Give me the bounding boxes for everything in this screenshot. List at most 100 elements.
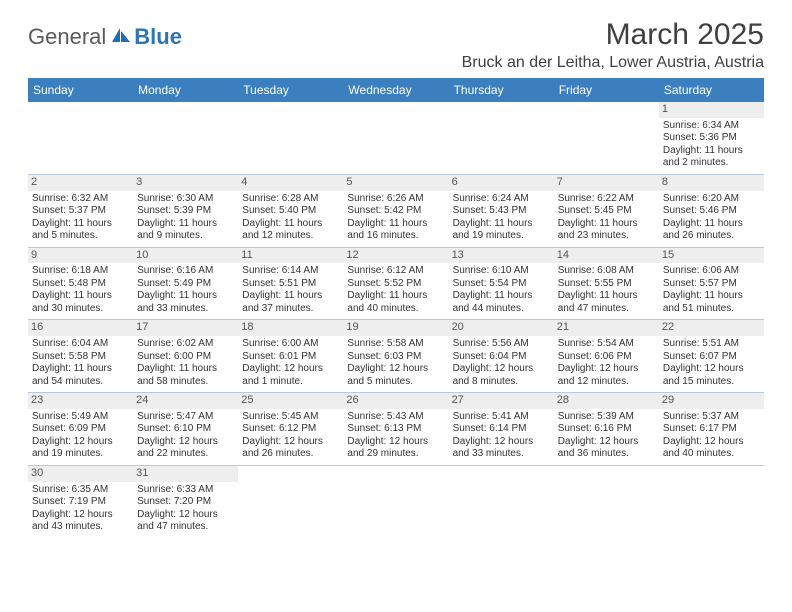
sunset-text: Sunset: 6:16 PM (558, 423, 656, 436)
daylight-text: Daylight: 12 hours and 43 minutes. (32, 509, 130, 534)
calendar-day: 18Sunrise: 6:00 AMSunset: 6:01 PMDayligh… (238, 320, 343, 392)
sunrise-text: Sunrise: 6:35 AM (32, 484, 130, 497)
calendar-week: 9Sunrise: 6:18 AMSunset: 5:48 PMDaylight… (28, 247, 764, 320)
calendar-page: General Blue March 2025 Bruck an der Lei… (0, 0, 792, 548)
daylight-text: Daylight: 12 hours and 5 minutes. (347, 363, 445, 388)
calendar-day: 31Sunrise: 6:33 AMSunset: 7:20 PMDayligh… (133, 466, 238, 538)
sunrise-text: Sunrise: 5:49 AM (32, 411, 130, 424)
daylight-text: Daylight: 11 hours and 44 minutes. (453, 290, 551, 315)
calendar-day: 15Sunrise: 6:06 AMSunset: 5:57 PMDayligh… (659, 248, 764, 320)
daylight-text: Daylight: 12 hours and 22 minutes. (137, 436, 235, 461)
sunset-text: Sunset: 6:01 PM (242, 351, 340, 364)
daylight-text: Daylight: 11 hours and 26 minutes. (663, 218, 761, 243)
calendar-day: 26Sunrise: 5:43 AMSunset: 6:13 PMDayligh… (343, 393, 448, 465)
sunrise-text: Sunrise: 6:33 AM (137, 484, 235, 497)
sunset-text: Sunset: 6:10 PM (137, 423, 235, 436)
sunset-text: Sunset: 6:12 PM (242, 423, 340, 436)
day-info: Sunrise: 6:16 AMSunset: 5:49 PMDaylight:… (137, 265, 235, 315)
daylight-text: Daylight: 11 hours and 16 minutes. (347, 218, 445, 243)
sunset-text: Sunset: 5:49 PM (137, 278, 235, 291)
calendar-day: 17Sunrise: 6:02 AMSunset: 6:00 PMDayligh… (133, 320, 238, 392)
calendar-day: 20Sunrise: 5:56 AMSunset: 6:04 PMDayligh… (449, 320, 554, 392)
daylight-text: Daylight: 12 hours and 12 minutes. (558, 363, 656, 388)
sunset-text: Sunset: 5:57 PM (663, 278, 761, 291)
calendar-day: 6Sunrise: 6:24 AMSunset: 5:43 PMDaylight… (449, 175, 554, 247)
day-number: 19 (343, 320, 448, 336)
daylight-text: Daylight: 12 hours and 47 minutes. (137, 509, 235, 534)
day-info: Sunrise: 6:20 AMSunset: 5:46 PMDaylight:… (663, 193, 761, 243)
day-number: 7 (554, 175, 659, 191)
daylight-text: Daylight: 11 hours and 40 minutes. (347, 290, 445, 315)
daylight-text: Daylight: 12 hours and 36 minutes. (558, 436, 656, 461)
sunset-text: Sunset: 5:40 PM (242, 205, 340, 218)
day-info: Sunrise: 5:39 AMSunset: 6:16 PMDaylight:… (558, 411, 656, 461)
sunset-text: Sunset: 5:55 PM (558, 278, 656, 291)
daylight-text: Daylight: 12 hours and 8 minutes. (453, 363, 551, 388)
sunrise-text: Sunrise: 5:56 AM (453, 338, 551, 351)
day-number: 29 (659, 393, 764, 409)
sunrise-text: Sunrise: 5:37 AM (663, 411, 761, 424)
day-info: Sunrise: 6:06 AMSunset: 5:57 PMDaylight:… (663, 265, 761, 315)
sunset-text: Sunset: 5:39 PM (137, 205, 235, 218)
day-info: Sunrise: 6:02 AMSunset: 6:00 PMDaylight:… (137, 338, 235, 388)
day-info: Sunrise: 5:54 AMSunset: 6:06 PMDaylight:… (558, 338, 656, 388)
day-number: 26 (343, 393, 448, 409)
sunrise-text: Sunrise: 5:47 AM (137, 411, 235, 424)
calendar-day: 2Sunrise: 6:32 AMSunset: 5:37 PMDaylight… (28, 175, 133, 247)
day-info: Sunrise: 5:49 AMSunset: 6:09 PMDaylight:… (32, 411, 130, 461)
day-info: Sunrise: 6:08 AMSunset: 5:55 PMDaylight:… (558, 265, 656, 315)
calendar-day: 3Sunrise: 6:30 AMSunset: 5:39 PMDaylight… (133, 175, 238, 247)
day-number: 9 (28, 248, 133, 264)
sunrise-text: Sunrise: 6:26 AM (347, 193, 445, 206)
calendar-day: 23Sunrise: 5:49 AMSunset: 6:09 PMDayligh… (28, 393, 133, 465)
day-info: Sunrise: 6:10 AMSunset: 5:54 PMDaylight:… (453, 265, 551, 315)
sunset-text: Sunset: 6:13 PM (347, 423, 445, 436)
sunset-text: Sunset: 5:51 PM (242, 278, 340, 291)
sunrise-text: Sunrise: 6:08 AM (558, 265, 656, 278)
calendar-day-blank (133, 102, 238, 174)
daylight-text: Daylight: 11 hours and 30 minutes. (32, 290, 130, 315)
logo-text-blue: Blue (134, 24, 182, 50)
day-info: Sunrise: 5:37 AMSunset: 6:17 PMDaylight:… (663, 411, 761, 461)
day-info: Sunrise: 6:14 AMSunset: 5:51 PMDaylight:… (242, 265, 340, 315)
sunset-text: Sunset: 5:37 PM (32, 205, 130, 218)
daylight-text: Daylight: 11 hours and 58 minutes. (137, 363, 235, 388)
day-info: Sunrise: 6:30 AMSunset: 5:39 PMDaylight:… (137, 193, 235, 243)
page-header: General Blue March 2025 Bruck an der Lei… (28, 18, 764, 72)
day-number: 30 (28, 466, 133, 482)
daylight-text: Daylight: 12 hours and 40 minutes. (663, 436, 761, 461)
day-info: Sunrise: 5:47 AMSunset: 6:10 PMDaylight:… (137, 411, 235, 461)
sunset-text: Sunset: 5:52 PM (347, 278, 445, 291)
sunset-text: Sunset: 6:03 PM (347, 351, 445, 364)
sunset-text: Sunset: 5:45 PM (558, 205, 656, 218)
sunset-text: Sunset: 5:36 PM (663, 132, 761, 145)
calendar-week: 1Sunrise: 6:34 AMSunset: 5:36 PMDaylight… (28, 102, 764, 174)
day-info: Sunrise: 6:18 AMSunset: 5:48 PMDaylight:… (32, 265, 130, 315)
calendar-day: 30Sunrise: 6:35 AMSunset: 7:19 PMDayligh… (28, 466, 133, 538)
sunrise-text: Sunrise: 6:04 AM (32, 338, 130, 351)
daylight-text: Daylight: 11 hours and 37 minutes. (242, 290, 340, 315)
day-number: 18 (238, 320, 343, 336)
sunset-text: Sunset: 5:42 PM (347, 205, 445, 218)
sunset-text: Sunset: 6:09 PM (32, 423, 130, 436)
calendar-day-blank (659, 466, 764, 538)
calendar-day: 10Sunrise: 6:16 AMSunset: 5:49 PMDayligh… (133, 248, 238, 320)
calendar-day: 27Sunrise: 5:41 AMSunset: 6:14 PMDayligh… (449, 393, 554, 465)
sunrise-text: Sunrise: 6:22 AM (558, 193, 656, 206)
calendar-day: 16Sunrise: 6:04 AMSunset: 5:58 PMDayligh… (28, 320, 133, 392)
day-number: 15 (659, 248, 764, 264)
calendar-day: 22Sunrise: 5:51 AMSunset: 6:07 PMDayligh… (659, 320, 764, 392)
day-info: Sunrise: 6:24 AMSunset: 5:43 PMDaylight:… (453, 193, 551, 243)
day-number: 11 (238, 248, 343, 264)
weekday-header: Wednesday (343, 78, 448, 102)
daylight-text: Daylight: 11 hours and 12 minutes. (242, 218, 340, 243)
calendar-day: 21Sunrise: 5:54 AMSunset: 6:06 PMDayligh… (554, 320, 659, 392)
daylight-text: Daylight: 11 hours and 33 minutes. (137, 290, 235, 315)
sunset-text: Sunset: 5:54 PM (453, 278, 551, 291)
calendar-day-blank (554, 466, 659, 538)
logo-text-general: General (28, 24, 106, 50)
day-number: 2 (28, 175, 133, 191)
calendar-day-blank (554, 102, 659, 174)
sunset-text: Sunset: 6:14 PM (453, 423, 551, 436)
sunrise-text: Sunrise: 5:43 AM (347, 411, 445, 424)
